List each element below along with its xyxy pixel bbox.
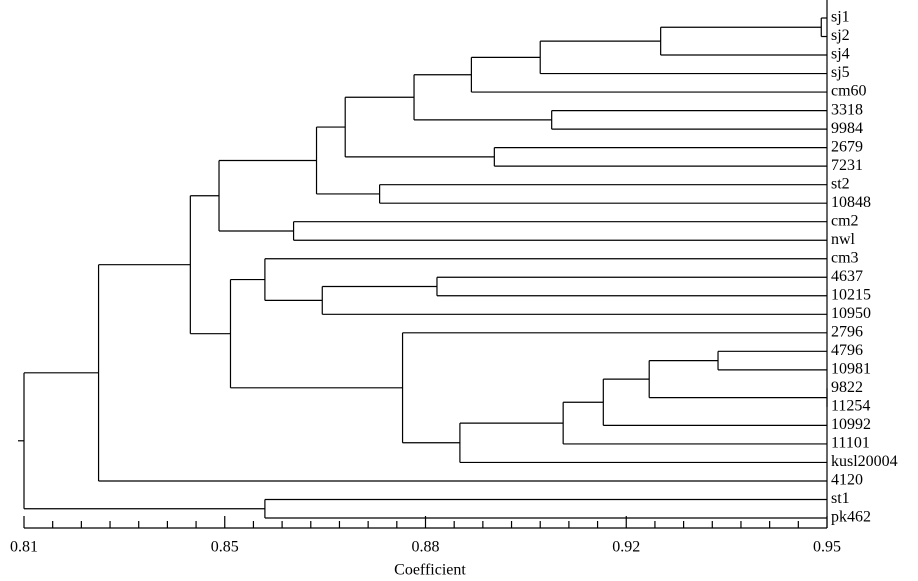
leaf-label: nwl bbox=[831, 231, 856, 248]
leaf-label: 3318 bbox=[831, 101, 863, 118]
leaf-label: sj1 bbox=[831, 9, 850, 26]
leaf-label: st2 bbox=[831, 175, 850, 192]
leaf-label: 7231 bbox=[831, 157, 863, 174]
leaf-label: 4796 bbox=[831, 342, 863, 359]
leaf-label: 10950 bbox=[831, 305, 871, 322]
leaf-label: pk462 bbox=[831, 509, 871, 526]
x-tick-label: 0.85 bbox=[211, 539, 239, 556]
leaf-label: 2679 bbox=[831, 138, 863, 155]
x-tick-label: 0.92 bbox=[612, 539, 640, 556]
x-tick-label: 0.95 bbox=[813, 539, 841, 556]
x-tick-label: 0.81 bbox=[10, 539, 38, 556]
leaf-label: 4637 bbox=[831, 268, 863, 285]
x-tick-label: 0.88 bbox=[412, 539, 440, 556]
leaf-label: 4120 bbox=[831, 472, 863, 489]
leaf-label: 9984 bbox=[831, 120, 863, 137]
chart: Coefficient 0.81 0.85 0.88 0.92 0.95 sj1sj2 sj… bbox=[0, 0, 918, 581]
leaf-label: 11101 bbox=[831, 435, 870, 452]
leaf-label: st1 bbox=[831, 490, 850, 507]
leaf-label: sj4 bbox=[831, 46, 850, 63]
leaf-label: 10992 bbox=[831, 416, 871, 433]
leaf-label: sj5 bbox=[831, 64, 850, 81]
leaf-label: kusl20004 bbox=[831, 453, 898, 470]
leaf-label: cm3 bbox=[831, 249, 859, 266]
x-axis-label: Coefficient bbox=[394, 562, 466, 579]
leaf-label: cm2 bbox=[831, 212, 859, 229]
leaf-label: 9822 bbox=[831, 379, 863, 396]
leaf-label: 10215 bbox=[831, 286, 871, 303]
leaf-label: cm60 bbox=[831, 83, 867, 100]
leaf-label: 10848 bbox=[831, 194, 871, 211]
leaf-label: sj2 bbox=[831, 27, 850, 44]
leaf-label: 2796 bbox=[831, 323, 863, 340]
leaf-label: 10981 bbox=[831, 361, 871, 378]
leaf-label: 11254 bbox=[831, 398, 870, 415]
